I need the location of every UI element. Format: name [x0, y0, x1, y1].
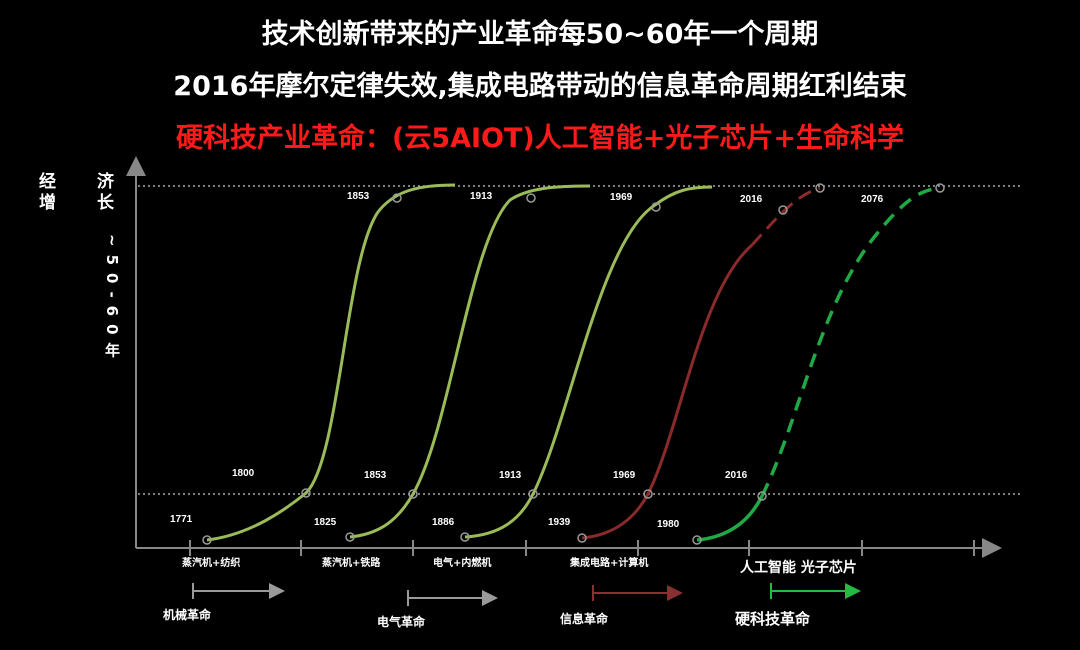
point-marker	[460, 532, 470, 542]
x-category-label: 集成电路+计算机	[569, 556, 648, 569]
point-label: 1913	[470, 191, 493, 202]
series-2-curve	[349, 184, 591, 539]
point-marker	[202, 535, 212, 545]
point-marker	[935, 183, 945, 193]
revolution-label: 硬科技革命	[735, 610, 811, 628]
revolution-2-arrow	[407, 590, 498, 606]
point-marker	[651, 202, 661, 212]
point-label: 2016	[725, 470, 748, 481]
revolution-3-arrow	[592, 585, 683, 601]
title-line-3: 硬科技产业革命：(云5AIOT)人工智能+光子芯片+生命科学	[175, 123, 905, 154]
point-label: 1886	[432, 517, 455, 528]
x-category-label: 蒸汽机+纺织	[182, 556, 240, 569]
x-category-label: 电气+内燃机	[433, 556, 491, 569]
y-label-right: 济长	[93, 171, 114, 214]
point-label: 1939	[548, 517, 571, 528]
title-line-1: 技术创新带来的产业革命每50~60年一个周期	[261, 19, 819, 50]
x-category-label: 人工智能 光子芯片	[740, 559, 857, 576]
point-label: 2076	[861, 194, 884, 205]
point-marker	[757, 491, 767, 501]
point-label: 1853	[364, 470, 387, 481]
point-marker	[345, 532, 355, 542]
point-label: 1825	[314, 517, 337, 528]
point-label: 1969	[613, 470, 636, 481]
point-marker	[778, 205, 788, 215]
revolution-label: 机械革命	[163, 607, 212, 622]
point-marker	[408, 489, 418, 499]
revolution-label: 信息革命	[560, 611, 609, 626]
x-ticks	[189, 540, 975, 556]
point-marker	[643, 489, 653, 499]
point-marker	[526, 193, 536, 203]
point-label: 1913	[499, 470, 522, 481]
point-label: 1771	[170, 514, 193, 525]
point-label: 2016	[740, 194, 763, 205]
revolution-label: 电气革命	[377, 614, 426, 629]
revolution-1-arrow	[192, 583, 285, 599]
revolution-4-arrow	[770, 583, 861, 599]
point-marker	[392, 193, 402, 203]
point-marker	[692, 535, 702, 545]
point-label: 1980	[657, 519, 680, 530]
series-5-curve-dashed	[760, 186, 941, 497]
series-4-curve-dashed	[750, 186, 821, 247]
y-label-vertical: ~50-60年	[103, 234, 121, 366]
point-label: 1853	[347, 191, 370, 202]
series-3-curve	[464, 185, 713, 539]
point-marker	[577, 533, 587, 543]
point-markers	[202, 183, 945, 545]
title-line-2: 2016年摩尔定律失效,集成电路带动的信息革命周期红利结束	[173, 71, 907, 102]
point-label: 1800	[232, 468, 255, 479]
point-marker	[301, 488, 311, 498]
series-5-curve-solid	[696, 495, 764, 542]
point-marker	[815, 183, 825, 193]
y-label-left: 经增	[35, 171, 56, 214]
x-category-label: 蒸汽机+铁路	[322, 556, 381, 569]
point-label: 1969	[610, 192, 633, 203]
point-marker	[528, 489, 538, 499]
series-4-curve-solid	[581, 243, 753, 540]
